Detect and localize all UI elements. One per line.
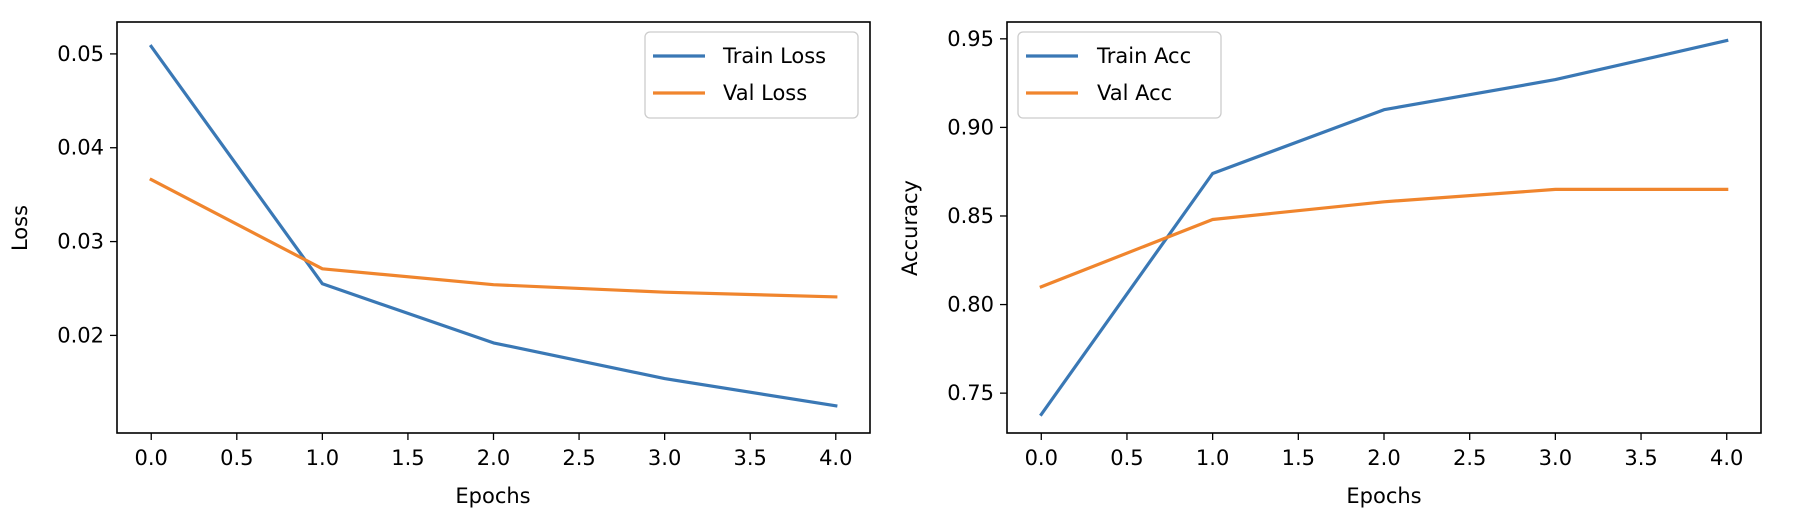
- loss-legend-label-train: Train Loss: [722, 44, 826, 68]
- loss-y-tick-label: 0.03: [57, 230, 104, 254]
- accuracy-y-tick-label: 0.90: [947, 115, 994, 139]
- accuracy-x-tick-label: 1.0: [1196, 446, 1229, 470]
- loss-x-tick-label: 1.0: [306, 446, 339, 470]
- accuracy-legend-box: [1017, 31, 1222, 119]
- accuracy-y-tick-label: 0.75: [947, 381, 994, 405]
- loss-series-line-train: [148, 44, 838, 408]
- loss-x-tick-label: 3.0: [648, 446, 681, 470]
- accuracy-y-tick-label: 0.95: [947, 27, 994, 51]
- accuracy-series-line-val: [1039, 187, 1729, 289]
- loss-y-tick-label: 0.04: [57, 136, 104, 160]
- loss-x-tick-label: 0.5: [220, 446, 253, 470]
- loss-y-axis-label: Loss: [8, 205, 32, 251]
- loss-legend-label-val: Val Loss: [723, 81, 807, 105]
- accuracy-legend-label-train: Train Acc: [1096, 44, 1191, 68]
- accuracy-y-tick-label: 0.80: [947, 293, 994, 317]
- accuracy-x-tick-label: 0.0: [1025, 446, 1058, 470]
- accuracy-y-axis-label: Accuracy: [898, 180, 922, 276]
- loss-legend: Train Loss Val Loss: [644, 31, 859, 119]
- accuracy-series-line-train: [1039, 38, 1729, 417]
- loss-x-tick-label: 3.5: [734, 446, 767, 470]
- accuracy-y-tick-label: 0.85: [947, 204, 994, 228]
- accuracy-ticks: 0.0 0.5 1.0 1.5 2.0 2.5 3.0 3.5 4.0 0.75 0.80 0.85 0…: [947, 27, 1743, 470]
- loss-x-tick-label: 4.0: [819, 446, 852, 470]
- loss-x-tick-label: 2.5: [562, 446, 595, 470]
- loss-chart: 0.0 0.5 1.0 1.5 2.0 2.5 3.0 3.5 4.0 0.02 0.03 0.04 0…: [8, 21, 871, 508]
- loss-x-axis-label: Epochs: [455, 484, 530, 508]
- loss-series: [148, 44, 838, 408]
- loss-y-tick-label: 0.02: [57, 323, 104, 347]
- accuracy-legend: Train Acc Val Acc: [1017, 31, 1222, 119]
- accuracy-x-tick-label: 1.5: [1282, 446, 1315, 470]
- loss-legend-box: [644, 31, 859, 119]
- accuracy-chart: 0.0 0.5 1.0 1.5 2.0 2.5 3.0 3.5 4.0 0.75 0.80 0.85 0…: [898, 21, 1762, 508]
- loss-y-tick-label: 0.05: [57, 42, 104, 66]
- loss-x-tick-label: 1.5: [391, 446, 424, 470]
- accuracy-x-tick-label: 2.5: [1453, 446, 1486, 470]
- accuracy-x-tick-label: 3.5: [1624, 446, 1657, 470]
- accuracy-x-tick-label: 2.0: [1367, 446, 1400, 470]
- accuracy-legend-label-val: Val Acc: [1097, 81, 1172, 105]
- accuracy-x-axis-label: Epochs: [1346, 484, 1421, 508]
- loss-series-line-val: [149, 177, 838, 299]
- loss-x-tick-label: 2.0: [477, 446, 510, 470]
- accuracy-x-tick-label: 0.5: [1110, 446, 1143, 470]
- loss-x-tick-label: 0.0: [135, 446, 168, 470]
- accuracy-series: [1039, 38, 1729, 417]
- loss-ticks: 0.0 0.5 1.0 1.5 2.0 2.5 3.0 3.5 4.0 0.02 0.03 0.04 0…: [57, 42, 852, 470]
- accuracy-x-tick-label: 4.0: [1710, 446, 1743, 470]
- accuracy-x-tick-label: 3.0: [1539, 446, 1572, 470]
